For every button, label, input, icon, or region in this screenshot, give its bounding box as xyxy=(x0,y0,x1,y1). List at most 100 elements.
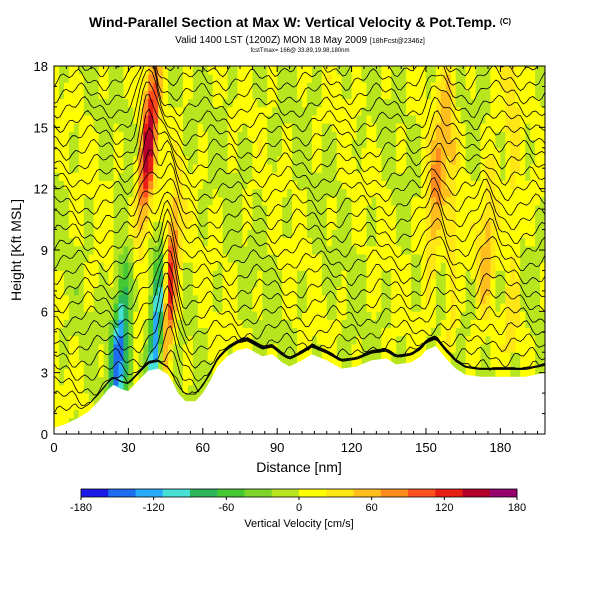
field-cell xyxy=(540,229,545,239)
field-cell xyxy=(257,278,263,288)
field-cell xyxy=(435,106,442,116)
field-cell xyxy=(123,66,129,75)
field-cell xyxy=(381,106,387,116)
x-tick-label: 180 xyxy=(490,440,512,455)
field-cell xyxy=(242,147,248,157)
field-cell xyxy=(177,335,184,345)
field-cell xyxy=(430,131,437,140)
field-cell xyxy=(68,205,75,214)
field-cell xyxy=(366,344,372,353)
field-cell xyxy=(440,311,447,320)
field-cell xyxy=(158,205,164,214)
field-cell xyxy=(192,327,199,337)
field-cell xyxy=(301,66,308,75)
field-cell xyxy=(430,115,437,124)
field-cell xyxy=(425,188,432,198)
field-cell xyxy=(277,221,283,230)
field-cell xyxy=(237,327,243,337)
field-cell xyxy=(311,172,318,181)
field-cell xyxy=(366,74,372,83)
field-cell xyxy=(133,344,139,353)
field-cell xyxy=(257,106,263,116)
field-cell xyxy=(485,82,491,91)
field-cell xyxy=(445,115,452,124)
field-cell xyxy=(515,131,521,140)
field-cell xyxy=(416,155,422,165)
field-cell xyxy=(128,205,134,214)
field-cell xyxy=(78,254,85,263)
field-cell xyxy=(252,229,258,239)
field-cell xyxy=(525,294,531,304)
field-cell xyxy=(440,294,447,304)
field-cell xyxy=(475,196,481,206)
field-cell xyxy=(277,327,283,337)
field-cell xyxy=(416,180,422,190)
field-cell xyxy=(282,90,288,100)
field-cell xyxy=(455,139,462,149)
field-cell xyxy=(381,221,387,230)
field-cell xyxy=(103,229,109,239)
field-cell xyxy=(440,147,447,157)
field-cell xyxy=(406,262,412,271)
field-cell xyxy=(346,262,352,271)
field-cell xyxy=(331,294,338,304)
field-cell xyxy=(272,254,278,263)
field-cell xyxy=(153,221,159,230)
field-cell xyxy=(425,98,432,108)
field-cell xyxy=(356,303,362,312)
field-cell xyxy=(123,172,129,181)
field-cell xyxy=(197,82,204,91)
field-cell xyxy=(376,254,382,263)
field-cell xyxy=(123,82,129,91)
field-cell xyxy=(153,188,159,198)
field-cell xyxy=(267,196,273,206)
field-cell xyxy=(306,139,313,149)
field-cell xyxy=(500,311,506,320)
field-cell xyxy=(103,254,109,263)
field-cell xyxy=(455,278,462,288)
field-cell xyxy=(361,205,367,214)
field-cell xyxy=(425,278,432,288)
colorbar-segment xyxy=(162,489,191,497)
field-cell xyxy=(98,352,104,361)
field-cell xyxy=(123,147,129,157)
field-cell xyxy=(128,90,134,100)
field-cell xyxy=(292,98,298,108)
field-cell xyxy=(93,213,100,222)
field-cell xyxy=(282,294,288,304)
field-cell xyxy=(182,229,189,239)
field-cell xyxy=(515,139,521,149)
field-cell xyxy=(306,106,313,116)
field-cell xyxy=(535,90,541,100)
field-cell xyxy=(465,180,472,190)
field-cell xyxy=(341,180,348,190)
theta-contour-line xyxy=(54,162,545,217)
field-cell xyxy=(73,294,80,304)
field-cell xyxy=(158,131,164,140)
field-cell xyxy=(450,360,457,369)
field-cell xyxy=(247,74,253,83)
field-cell xyxy=(148,327,154,337)
field-cell xyxy=(237,131,243,140)
field-cell xyxy=(440,286,447,296)
field-cell xyxy=(336,188,343,198)
field-cell xyxy=(485,205,491,214)
field-cell xyxy=(425,147,432,157)
field-cell xyxy=(78,335,85,345)
field-cell xyxy=(505,180,511,190)
field-cell xyxy=(520,245,526,255)
field-cell xyxy=(411,172,417,181)
field-cell xyxy=(103,82,109,91)
field-cell xyxy=(177,196,184,206)
field-cell xyxy=(212,229,219,239)
field-cell xyxy=(133,311,139,320)
field-cell xyxy=(460,245,467,255)
field-cell xyxy=(173,123,179,132)
field-cell xyxy=(158,319,164,329)
field-cell xyxy=(460,270,467,280)
field-cell xyxy=(326,352,333,361)
field-cell xyxy=(148,139,154,149)
field-cell xyxy=(257,74,263,83)
field-cell xyxy=(416,82,422,91)
field-cell xyxy=(475,311,481,320)
